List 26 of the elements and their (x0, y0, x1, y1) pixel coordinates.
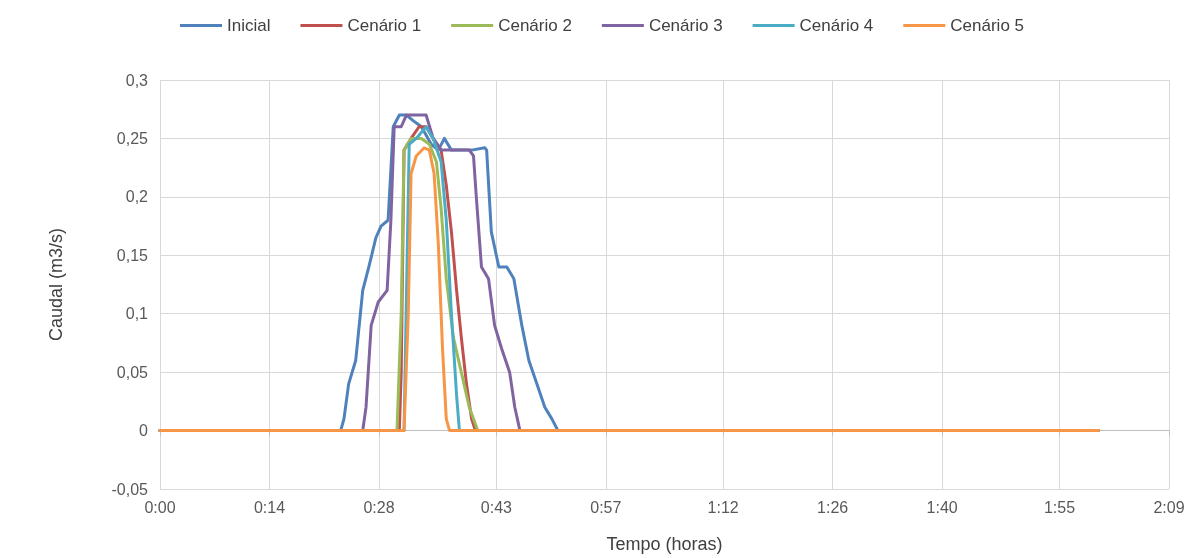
x-tick-label: 1:26 (817, 498, 849, 516)
y-tick-label: 0,2 (125, 188, 149, 206)
x-axis-title: Tempo (horas) (606, 534, 723, 554)
y-tick-label: 0,15 (116, 246, 149, 264)
legend-label: Inicial (226, 16, 271, 35)
legend-label: Cenário 1 (347, 16, 422, 35)
y-tick-label: 0,25 (116, 129, 149, 147)
y-tick-label: -0,05 (111, 480, 149, 498)
legend-label: Cenário 5 (950, 16, 1025, 35)
legend-label: Cenário 4 (799, 16, 874, 35)
y-tick-label: 0 (139, 422, 149, 440)
y-tick-label: 0,1 (125, 305, 149, 323)
x-tick-label: 0:57 (590, 498, 622, 516)
x-tick-label: 0:00 (144, 498, 176, 516)
y-tick-label: 0,05 (116, 363, 149, 381)
y-tick-label: 0,3 (125, 71, 149, 89)
legend-label: Cenário 2 (498, 16, 572, 35)
y-axis-title: Caudal (m3/s) (46, 227, 66, 342)
x-tick-label: 1:12 (707, 498, 739, 516)
x-tick-label: 0:43 (480, 498, 513, 516)
x-tick-label: 0:14 (253, 498, 286, 516)
x-tick-label: 1:40 (926, 498, 958, 516)
legend-label: Cenário 3 (648, 16, 723, 35)
x-tick-label: 2:09 (1153, 498, 1185, 516)
x-tick-label: 1:55 (1043, 498, 1076, 516)
x-tick-label: 0:28 (363, 498, 395, 516)
